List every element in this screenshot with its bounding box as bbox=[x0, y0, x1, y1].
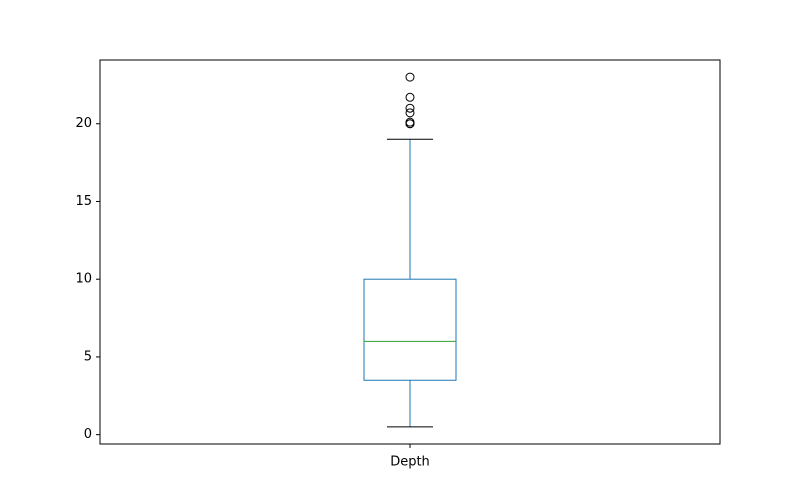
y-tick-label: 15 bbox=[75, 194, 92, 209]
outlier-point bbox=[405, 72, 415, 82]
y-tick-label: 0 bbox=[84, 427, 92, 442]
outlier-point bbox=[405, 92, 415, 102]
outlier-point bbox=[405, 108, 415, 118]
y-axis: 0 5 10 15 20 bbox=[75, 116, 100, 442]
y-tick-label: 10 bbox=[75, 272, 92, 287]
outlier-point bbox=[405, 103, 415, 113]
x-tick-label: Depth bbox=[390, 455, 430, 470]
y-tick-label: 20 bbox=[75, 116, 92, 131]
outlier-point bbox=[405, 117, 415, 127]
y-tick-label: 5 bbox=[84, 349, 92, 364]
iqr-box bbox=[363, 278, 457, 381]
x-axis: Depth bbox=[390, 444, 430, 470]
box-group-depth bbox=[363, 72, 457, 428]
boxes-layer bbox=[363, 72, 457, 428]
